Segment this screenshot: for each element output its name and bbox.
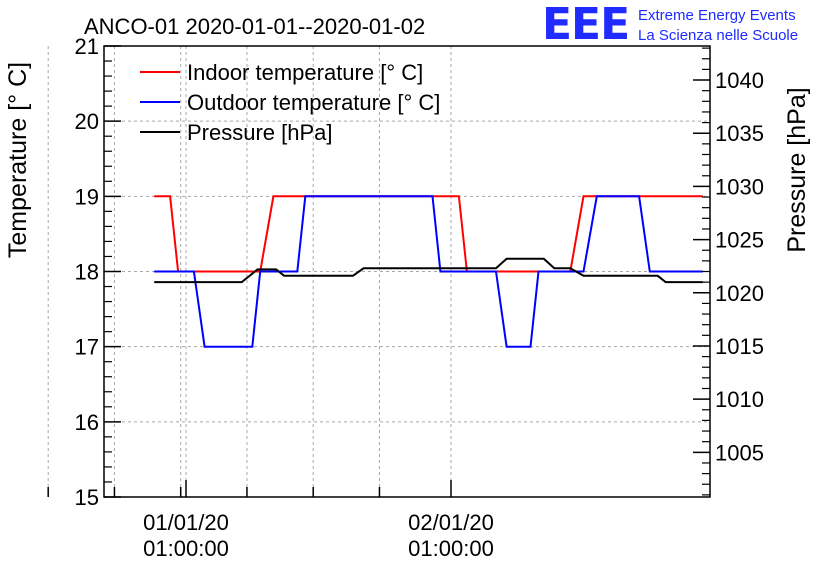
x-tick-time: 01:00:00	[408, 536, 494, 561]
eee-logo: EEE Extreme Energy Events La Scienza nel…	[542, 0, 798, 50]
logo-mark: EEE	[542, 0, 629, 50]
y-tick-label: 21	[75, 34, 99, 59]
y2-tick-label: 1040	[715, 68, 764, 93]
y-tick-label: 16	[75, 410, 99, 435]
y2-tick-label: 1030	[715, 174, 764, 199]
y2-tick-label: 1035	[715, 121, 764, 146]
x-tick-time: 01:00:00	[143, 536, 229, 561]
legend-label: Pressure [hPa]	[187, 120, 333, 145]
legend-label: Outdoor temperature [° C]	[187, 90, 440, 115]
y-tick-label: 18	[75, 260, 99, 285]
x-tick-date: 02/01/20	[408, 510, 494, 535]
plot-series	[154, 195, 703, 348]
logo-line-1: Extreme Energy Events	[638, 7, 796, 24]
chart-title: ANCO-01 2020-01-01--2020-01-02	[84, 14, 425, 39]
y-tick-label: 15	[75, 485, 99, 510]
y-tick-label: 20	[75, 109, 99, 134]
series-line	[154, 195, 703, 348]
y-axis-label: Temperature [° C]	[4, 62, 32, 258]
y2-tick-label: 1015	[715, 334, 764, 359]
y2-tick-label: 1020	[715, 281, 764, 306]
y2-tick-label: 1010	[715, 387, 764, 412]
y-tick-label: 19	[75, 184, 99, 209]
y2-tick-label: 1025	[715, 228, 764, 253]
series-line	[154, 195, 703, 273]
x-tick-date: 01/01/20	[143, 510, 229, 535]
series-line	[154, 257, 703, 284]
axes: 15 16 17 18 19 20 21 1005 1010 1015 1020 1025 1030 10…	[47, 34, 764, 561]
logo-line-2: La Scienza nelle Scuole	[638, 27, 798, 44]
y2-axis-label: Pressure [hPa]	[783, 87, 811, 252]
y-tick-label: 17	[75, 335, 99, 360]
legend: Indoor temperature [° C] Outdoor temperat…	[140, 60, 440, 145]
legend-label: Indoor temperature [° C]	[187, 60, 423, 85]
y2-tick-label: 1005	[715, 440, 764, 465]
